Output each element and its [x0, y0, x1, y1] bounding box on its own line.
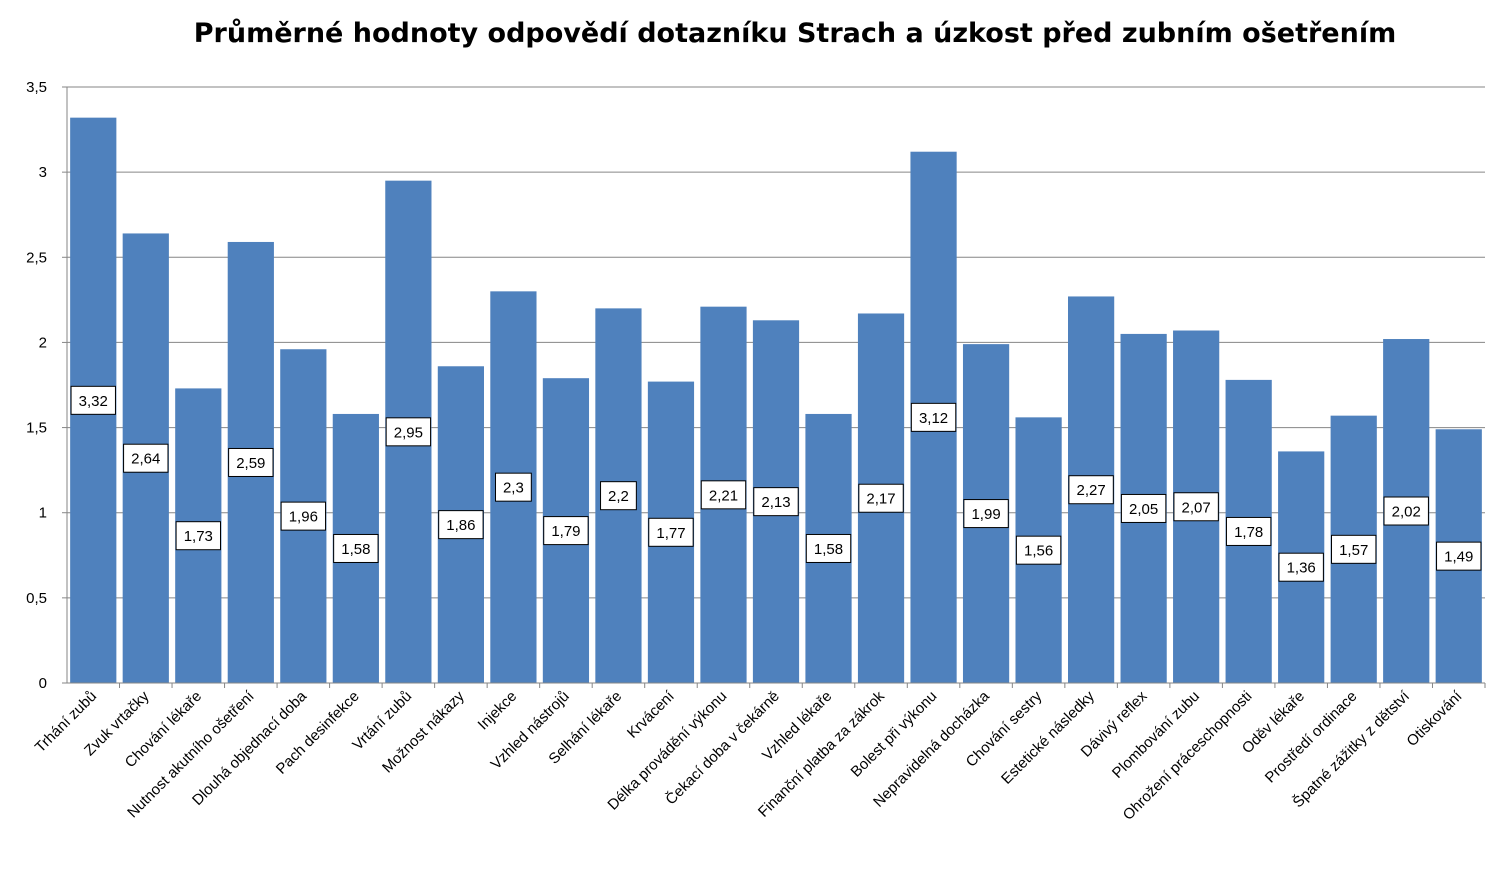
y-tick-label: 2	[39, 334, 47, 351]
data-label-box	[385, 417, 432, 447]
data-label-box	[123, 443, 169, 473]
data-label-box	[1331, 534, 1377, 564]
data-label-box	[1278, 552, 1324, 582]
data-label: 3,12	[919, 410, 948, 427]
data-label: 2,02	[1392, 504, 1421, 521]
data-label-box	[910, 402, 957, 432]
data-label: 2,3	[503, 480, 524, 497]
data-label-box	[175, 521, 221, 551]
data-label: 2,59	[236, 455, 265, 472]
data-label-box	[228, 447, 274, 477]
data-label-box	[753, 487, 799, 517]
y-tick-label: 0,5	[26, 590, 47, 607]
axes: 0 0,5 1 1,5 2 2,5 3 3,5	[26, 79, 1486, 692]
data-label: 2,07	[1182, 499, 1211, 516]
data-labels: 3,32 2,64 1,73 2,59 1,96 1,58 2,95 1,86 2,3 1,79 2…	[70, 385, 1482, 582]
data-label-box	[1225, 516, 1272, 546]
data-label: 1,86	[446, 517, 475, 534]
data-label: 1,79	[551, 523, 580, 540]
data-label: 2,64	[131, 451, 160, 468]
data-label-box	[1173, 492, 1219, 522]
data-label-box	[1436, 541, 1482, 571]
data-label: 2,21	[709, 487, 738, 504]
data-label: 1,56	[1024, 543, 1053, 560]
data-label-box	[963, 499, 1009, 529]
data-label: 1,58	[341, 541, 370, 558]
data-label: 1,58	[814, 541, 843, 558]
data-label-box	[805, 533, 852, 563]
data-label: 2,05	[1129, 501, 1158, 518]
y-tick-label: 3	[39, 164, 47, 181]
data-label: 1,78	[1234, 524, 1263, 541]
data-label-box	[1015, 535, 1062, 565]
data-label: 1,96	[289, 509, 318, 526]
data-label-box	[280, 501, 327, 531]
category-label: Estetické následky	[998, 687, 1098, 787]
data-label: 1,99	[971, 506, 1000, 523]
bars	[70, 117, 1482, 684]
data-label: 2,17	[866, 491, 895, 508]
data-label-box	[1383, 496, 1429, 526]
data-label-box	[1120, 493, 1167, 523]
data-label-box	[438, 510, 484, 540]
y-tick-label: 0	[39, 675, 47, 692]
data-label: 2,95	[394, 424, 423, 441]
data-label-box	[543, 516, 589, 546]
data-label: 2,13	[761, 494, 790, 511]
data-label-box	[858, 483, 904, 513]
data-label: 1,36	[1287, 560, 1316, 577]
data-label: 1,49	[1444, 549, 1473, 566]
y-tick-label: 1	[39, 505, 47, 522]
y-tick-label: 1,5	[26, 420, 47, 437]
data-label: 1,57	[1339, 542, 1368, 559]
data-label-box	[700, 480, 747, 510]
category-label: Prostředí ordinace	[1262, 688, 1361, 787]
data-label: 3,32	[79, 393, 108, 410]
data-label-box	[648, 517, 694, 547]
data-label-box	[70, 385, 116, 415]
data-label: 2,27	[1077, 482, 1106, 499]
data-label: 2,2	[608, 488, 629, 505]
chart-title: Průměrné hodnoty odpovědí dotazníku Stra…	[193, 18, 1397, 49]
data-label-box	[333, 533, 379, 563]
category-label: Injekce	[475, 688, 521, 734]
category-label: Krvácení	[624, 687, 678, 741]
data-label: 1,73	[184, 528, 213, 545]
data-label: 1,77	[656, 525, 685, 542]
data-label-box	[600, 481, 637, 511]
data-label-box	[495, 472, 532, 502]
data-label-box	[1068, 475, 1114, 505]
y-tick-label: 3,5	[26, 79, 47, 96]
category-label: Otiskování	[1403, 687, 1466, 750]
y-tick-label: 2,5	[26, 249, 47, 266]
